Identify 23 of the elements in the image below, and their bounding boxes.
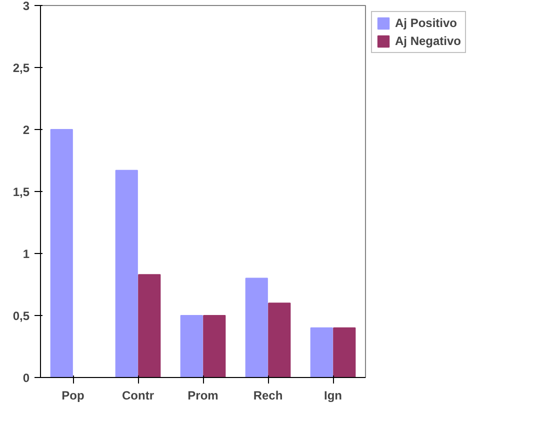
bar xyxy=(268,302,291,378)
bar xyxy=(245,278,268,378)
y-tick-label: 0,5 xyxy=(12,309,30,323)
legend-label: Aj Negativo xyxy=(395,34,462,48)
y-tick-label: 1 xyxy=(22,247,30,261)
x-tick-label: Rech xyxy=(253,388,283,402)
x-tick-label: Pop xyxy=(62,388,84,402)
y-tick-label: 2 xyxy=(22,123,30,137)
x-tick-label: Contr xyxy=(122,388,154,402)
bar xyxy=(115,170,138,378)
bar xyxy=(333,327,356,378)
y-tick-label: 2,5 xyxy=(12,61,30,75)
bar xyxy=(310,327,333,378)
x-tick-label: Ign xyxy=(324,388,342,402)
y-tick-label: 0 xyxy=(22,371,30,385)
legend-label: Aj Positivo xyxy=(395,16,458,30)
x-tick-label: Prom xyxy=(188,388,218,402)
bar xyxy=(50,129,73,378)
y-tick-label: 3 xyxy=(22,0,30,13)
bar xyxy=(138,274,161,378)
bar xyxy=(180,315,203,378)
bar xyxy=(203,315,226,378)
y-tick-label: 1,5 xyxy=(12,185,30,199)
